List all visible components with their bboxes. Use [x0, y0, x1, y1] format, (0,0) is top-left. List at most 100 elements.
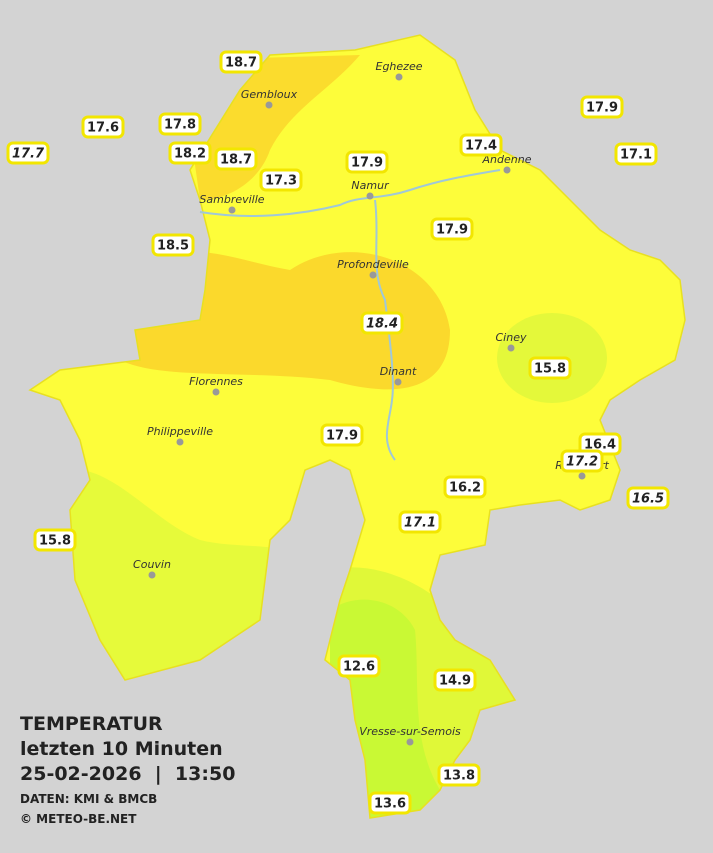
station: 17.1 [398, 510, 442, 534]
station-box [151, 233, 195, 257]
city-label: Eghezee [376, 60, 423, 73]
city-dot [176, 438, 184, 446]
city-label: Namur [351, 179, 390, 192]
station-value: 17.9 [586, 101, 618, 116]
station: 17.9 [345, 150, 389, 174]
station: 18.4 [360, 311, 404, 335]
city-dot [148, 571, 156, 579]
station-value: 18.2 [174, 147, 206, 162]
station-value: 18.5 [157, 239, 189, 254]
timestamp: 25-02-2026 | 13:50 [20, 763, 235, 785]
station: 14.9 [433, 668, 477, 692]
station: 17.4 [459, 133, 503, 157]
city-label: Couvin [133, 558, 171, 571]
station-value: 15.8 [39, 534, 71, 549]
station-value: 17.9 [436, 223, 468, 238]
subtitle: letzten 10 Minuten [20, 738, 223, 760]
city-dot [395, 73, 403, 81]
title: TEMPERATUR [20, 713, 163, 735]
station: 15.8 [528, 356, 572, 380]
copyright: © METEO-BE.NET [20, 812, 137, 826]
station-value: 17.6 [87, 121, 119, 136]
station-box [430, 217, 474, 241]
station: 12.6 [337, 654, 381, 678]
city-dot [369, 271, 377, 279]
source: DATEN: KMI & BMCB [20, 792, 157, 806]
station: 16.5 [626, 486, 670, 510]
city-dot [265, 101, 273, 109]
station-box [614, 142, 658, 166]
station: 17.6 [81, 115, 125, 139]
station-value: 17.1 [404, 516, 436, 531]
station-value: 18.4 [366, 317, 398, 332]
city-label: Florennes [189, 375, 243, 388]
city-label: Dinant [380, 365, 417, 378]
station-box [81, 115, 125, 139]
station-value: 14.9 [439, 674, 471, 689]
station: 17.9 [430, 217, 474, 241]
city-label: Gembloux [241, 88, 298, 101]
station-value: 15.8 [534, 362, 566, 377]
station: 17.8 [158, 112, 202, 136]
city-dot [212, 388, 220, 396]
city-dot [394, 378, 402, 386]
station-value: 16.4 [584, 438, 616, 453]
station-value: 17.3 [265, 174, 297, 189]
city-dot [578, 472, 586, 480]
station-box [528, 356, 572, 380]
city-dot [366, 192, 374, 200]
station-box [437, 763, 481, 787]
station: 17.9 [580, 95, 624, 119]
station-value: 13.6 [374, 797, 406, 812]
station: 18.5 [151, 233, 195, 257]
station: 13.6 [368, 791, 412, 815]
station-value: 16.2 [449, 481, 481, 496]
city-label: Profondeville [337, 258, 409, 271]
station-box [6, 141, 50, 165]
city-label: Ciney [496, 331, 527, 344]
station-value: 17.9 [326, 429, 358, 444]
station: 18.2 [168, 141, 212, 165]
station-box [345, 150, 389, 174]
station-value: 17.7 [12, 147, 45, 162]
station: 15.8 [33, 528, 77, 552]
station: 17.9 [320, 423, 364, 447]
station: 18.7 [214, 147, 258, 171]
station-box [214, 147, 258, 171]
city-dot [507, 344, 515, 352]
station-box [33, 528, 77, 552]
station-box [459, 133, 503, 157]
station-value: 17.4 [465, 139, 497, 154]
station: 17.2 [560, 449, 604, 473]
station-box [398, 510, 442, 534]
station-box [259, 168, 303, 192]
station-box [368, 791, 412, 815]
station-value: 17.1 [620, 148, 652, 163]
station: 17.3 [259, 168, 303, 192]
city-label: Vresse-sur-Semois [359, 725, 461, 738]
station-value: 17.9 [351, 156, 383, 171]
station: 16.2 [443, 475, 487, 499]
station-value: 18.7 [225, 56, 257, 71]
station-box [168, 141, 212, 165]
city-label: Philippeville [147, 425, 213, 438]
city-dot [228, 206, 236, 214]
station-box [560, 449, 604, 473]
station-value: 18.7 [220, 153, 252, 168]
river [199, 169, 501, 461]
station-value: 16.5 [632, 492, 664, 507]
station: 17.7 [6, 141, 50, 165]
station: 17.1 [614, 142, 658, 166]
city-dot [503, 166, 511, 174]
station-box [443, 475, 487, 499]
station-value: 17.2 [566, 455, 598, 470]
station-box [433, 668, 477, 692]
station-box [320, 423, 364, 447]
station-box [580, 95, 624, 119]
station-value: 17.8 [164, 118, 196, 133]
station-box [360, 311, 404, 335]
city-label: Sambreville [199, 193, 264, 206]
city-dot [406, 738, 414, 746]
station-box [626, 486, 670, 510]
